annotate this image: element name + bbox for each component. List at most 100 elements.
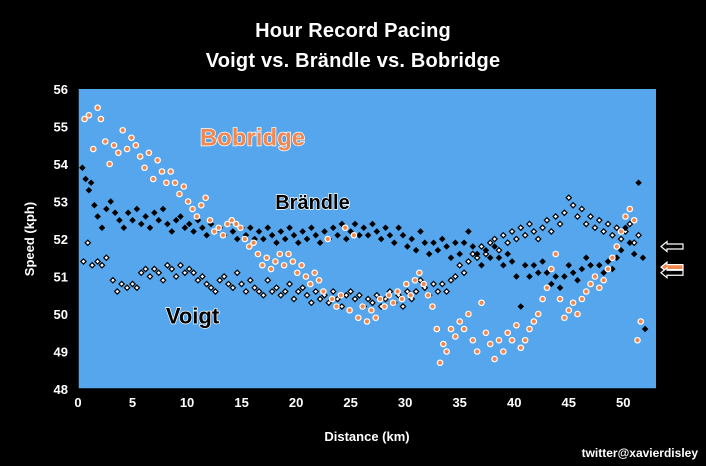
data-point [451,273,459,280]
data-point [478,261,485,269]
data-point [242,288,250,295]
data-point [596,261,603,269]
data-point [434,288,442,295]
data-point [150,265,158,273]
data-point [364,295,372,303]
y-tick-label: 53 [54,195,68,210]
data-point [452,239,459,247]
data-point [142,213,149,220]
data-point [508,258,516,265]
data-point [133,205,141,213]
data-point [482,250,490,258]
data-point [120,224,128,232]
data-point [530,261,538,269]
data-point [543,269,551,277]
data-point [176,190,183,198]
series-bobridge [81,104,645,367]
data-point [207,284,215,292]
data-point [211,288,219,295]
data-point [233,269,241,277]
data-point [626,205,634,213]
data-point [119,126,127,134]
data-point [286,280,294,288]
data-point [530,228,538,235]
data-point [356,231,363,239]
data-point [159,276,167,284]
data-point [565,306,573,314]
data-point [264,276,272,284]
data-point [630,216,638,224]
chart-title: Hour Record Pacing [255,20,451,42]
data-point [216,276,224,284]
data-point [634,336,641,344]
data-point [203,231,210,239]
data-point [321,228,328,235]
data-point [465,228,472,235]
data-point [600,269,607,277]
data-point [447,254,455,262]
data-point [424,291,432,299]
data-point [569,201,577,209]
x-axis-label: Distance (km) [324,429,409,444]
data-point [84,239,92,247]
data-point [294,288,302,295]
data-point [482,246,490,254]
data-point [517,344,525,352]
data-point [237,224,244,232]
data-point [456,250,463,258]
data-point [556,284,564,292]
data-point [412,288,420,295]
data-point [495,254,503,262]
data-point [264,224,272,232]
data-point [185,265,193,273]
brandle-arrow [660,266,684,280]
data-point [255,288,263,295]
data-point [433,325,441,333]
side-markers [660,240,684,280]
x-tick-label: 10 [180,395,194,410]
data-point [425,250,433,258]
data-point [341,224,349,232]
data-point [285,250,292,258]
data-point [163,261,171,269]
series-brändle [79,164,649,333]
y-tick-label: 52 [54,232,68,247]
data-point [591,224,599,232]
data-point [224,220,231,228]
data-point [247,224,254,232]
x-tick-label: 35 [452,395,466,410]
data-point [469,243,477,250]
data-point [177,213,184,220]
data-point [350,231,358,239]
x-tick-label: 15 [234,395,248,410]
data-point [281,288,289,295]
axes: 0 5 10 15 20 25 30 35 40 45 50 48 49 50 51 52 53 54 55 56 [54,82,656,410]
data-point [238,280,246,288]
data-point [141,164,148,172]
data-point [110,141,118,149]
data-point [512,235,520,243]
data-point [123,284,131,292]
data-point [473,254,481,262]
data-point [499,231,507,239]
data-point [273,284,280,292]
data-point [98,261,106,269]
data-point [578,295,586,303]
data-point [360,224,367,232]
data-point [299,284,307,292]
data-point [613,224,621,232]
data-point [552,213,560,220]
x-tick-label: 5 [129,395,136,410]
data-point [587,280,594,288]
data-point [220,273,228,280]
data-point [355,291,363,299]
data-point [440,340,447,348]
data-point [469,250,477,258]
x-tick-label: 20 [289,395,303,410]
data-point [306,280,314,288]
data-point [167,168,174,175]
x-tick-label: 50 [616,395,630,410]
data-point [260,235,267,243]
data-point [407,291,414,299]
